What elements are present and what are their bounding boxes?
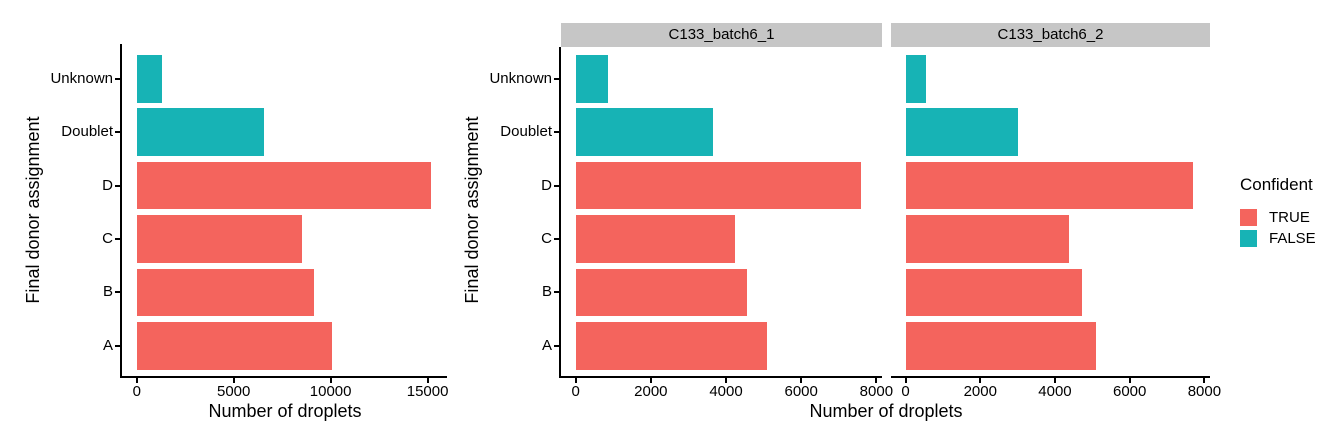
legend-title: Confident — [1240, 175, 1313, 194]
x-tick-label: 0 — [901, 383, 910, 400]
x-tick — [904, 378, 907, 383]
bar — [905, 268, 1082, 317]
bar — [905, 108, 1018, 156]
y-tick — [554, 77, 559, 80]
x-tick — [875, 378, 878, 383]
x-tick — [979, 378, 982, 383]
x-axis-line — [891, 376, 1210, 378]
y-tick — [554, 238, 559, 240]
x-tick — [800, 378, 803, 383]
category-label: Doublet — [500, 123, 552, 141]
y-tick — [115, 131, 120, 134]
y-tick — [554, 344, 559, 347]
x-axis-title-facets: Number of droplets — [809, 401, 963, 421]
x-tick — [725, 378, 727, 383]
bar — [905, 161, 1194, 210]
bar — [905, 55, 927, 103]
x-tick-label: 10000 — [309, 383, 352, 400]
bar — [136, 322, 332, 370]
legend-entry-false: FALSE — [1240, 229, 1316, 248]
x-tick — [1128, 378, 1131, 383]
y-tick — [115, 291, 120, 294]
category-label: Doublet — [61, 123, 113, 141]
bar — [136, 215, 302, 263]
y-tick — [554, 184, 559, 187]
x-tick-label: 5000 — [217, 383, 251, 400]
bar — [575, 215, 736, 263]
y-axis-line — [120, 44, 122, 378]
x-axis-title-left: Number of droplets — [208, 401, 362, 421]
x-tick-label: 6000 — [1113, 383, 1147, 400]
bar — [136, 108, 264, 156]
bar — [905, 215, 1069, 263]
x-tick — [649, 378, 652, 383]
y-tick — [115, 344, 120, 347]
category-label: D — [102, 176, 113, 194]
bar — [136, 268, 315, 317]
x-tick-label: 2000 — [963, 383, 997, 400]
x-tick — [135, 378, 138, 383]
bar — [575, 322, 767, 370]
y-axis-line — [559, 47, 561, 378]
bar — [575, 55, 608, 103]
bar — [136, 55, 162, 103]
x-axis-line — [120, 376, 447, 378]
x-tick-label: 2000 — [634, 383, 668, 400]
x-tick-label: 8000 — [859, 383, 894, 400]
category-label: C — [102, 230, 113, 247]
category-label: D — [541, 176, 552, 194]
bar — [905, 322, 1096, 370]
x-tick-label: 6000 — [784, 383, 818, 400]
x-tick — [426, 378, 429, 383]
x-tick — [232, 378, 235, 383]
bar — [575, 161, 862, 210]
legend-label-true: TRUE — [1269, 208, 1310, 226]
x-tick — [329, 378, 332, 383]
x-tick — [1053, 378, 1056, 383]
category-label: A — [541, 336, 552, 354]
x-tick-label: 15000 — [406, 383, 449, 400]
legend-swatch-true-icon — [1240, 209, 1257, 226]
x-tick-label: 4000 — [1038, 383, 1072, 400]
facet-strip-2: C133_batch6_2 — [891, 23, 1210, 47]
category-label: Unknown — [50, 69, 113, 87]
y-tick — [554, 131, 559, 134]
x-axis-line — [559, 376, 882, 378]
x-tick — [574, 378, 577, 383]
y-tick — [115, 77, 120, 80]
x-tick — [1203, 378, 1206, 383]
y-tick — [554, 291, 559, 294]
legend-label-false: FALSE — [1269, 229, 1316, 247]
category-label: A — [102, 336, 113, 354]
category-label: B — [541, 283, 552, 301]
category-label: Unknown — [489, 69, 552, 87]
legend: Confident TRUE FALSE — [1240, 175, 1316, 250]
legend-swatch-false-icon — [1240, 230, 1257, 247]
bar — [136, 161, 432, 210]
bar — [575, 268, 747, 317]
x-tick-label: 8000 — [1187, 383, 1222, 400]
bar — [575, 108, 713, 156]
y-tick — [115, 238, 120, 240]
x-tick-label: 0 — [132, 383, 141, 400]
y-tick — [115, 184, 120, 187]
x-tick-label: 0 — [571, 383, 580, 400]
facet-strip-1: C133_batch6_1 — [561, 23, 882, 47]
legend-entry-true: TRUE — [1240, 208, 1316, 227]
category-label: C — [541, 230, 552, 247]
category-label: B — [102, 283, 113, 301]
x-tick-label: 4000 — [709, 383, 743, 400]
